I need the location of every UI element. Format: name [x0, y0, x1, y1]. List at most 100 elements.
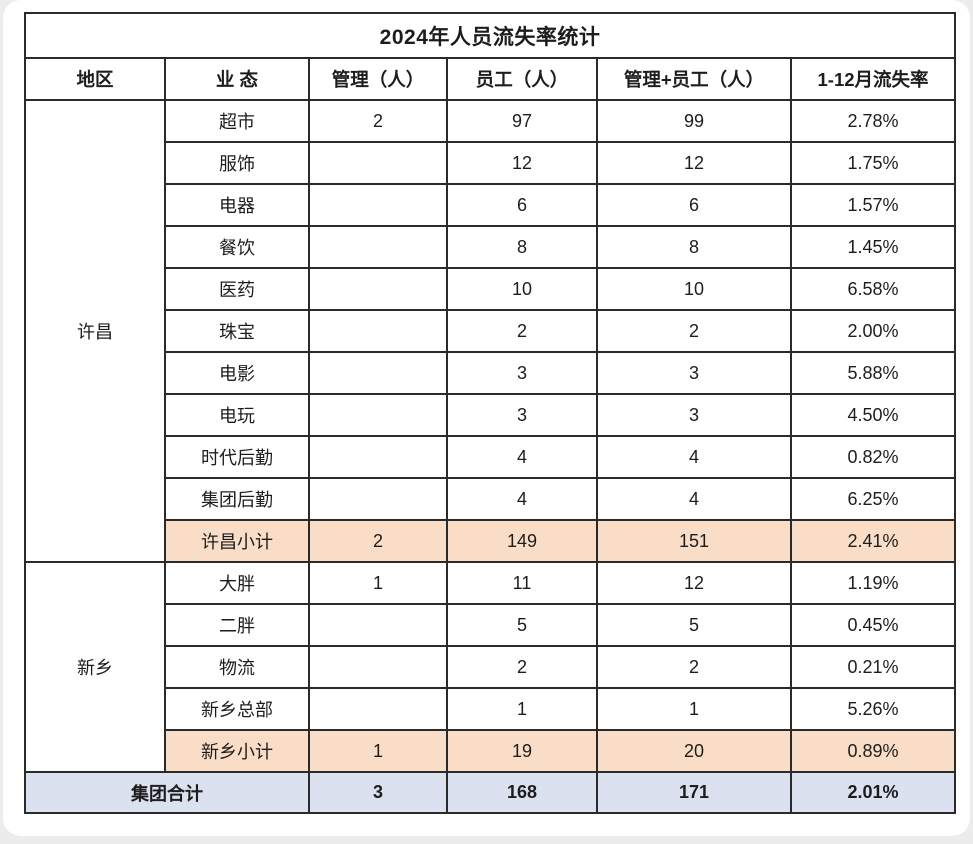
mgmt-count-cell [308, 183, 448, 227]
grand-total-total-count-cell: 171 [596, 771, 792, 814]
total-count-cell: 1 [596, 687, 792, 731]
total-count-cell: 10 [596, 267, 792, 311]
turnover-rate-cell: 2.78% [789, 99, 957, 143]
staff-count-cell: 2 [446, 645, 598, 689]
turnover-rate-cell: 2.00% [789, 309, 957, 353]
mgmt-count-cell [308, 435, 448, 479]
subtotal-staff-count-cell: 19 [446, 729, 598, 773]
subtotal-mgmt-count-cell: 2 [308, 519, 448, 563]
table-row: 医药 10 10 6.58% [25, 267, 957, 311]
staff-count-cell: 2 [446, 309, 598, 353]
mgmt-count-cell: 1 [308, 561, 448, 605]
turnover-stats-table: 2024年人员流失率统计 地区业 态管理（人） 员工（人） 管理+员工（人） 1-12… [23, 12, 957, 814]
column-header-4: 管理+员工（人） [596, 57, 792, 101]
subtotal-mgmt-count-cell: 1 [308, 729, 448, 773]
business-cell: 电影 [164, 351, 310, 395]
table-row: 电器 6 6 1.57% [25, 183, 957, 227]
mgmt-count-cell [308, 267, 448, 311]
total-count-cell: 12 [596, 561, 792, 605]
business-cell: 医药 [164, 267, 310, 311]
table-row: 珠宝 2 2 2.00% [25, 309, 957, 353]
subtotal-row: 新乡小计 1 19 20 0.89% [25, 729, 957, 773]
mgmt-count-cell [308, 645, 448, 689]
table-row: 电玩 3 3 4.50% [25, 393, 957, 437]
grand-total-staff-count-cell: 168 [446, 771, 598, 814]
staff-count-cell: 11 [446, 561, 598, 605]
total-count-cell: 6 [596, 183, 792, 227]
business-cell: 新乡总部 [164, 687, 310, 731]
staff-count-cell: 8 [446, 225, 598, 269]
turnover-rate-cell: 0.21% [789, 645, 957, 689]
subtotal-business-cell: 新乡小计 [164, 729, 310, 773]
staff-count-cell: 1 [446, 687, 598, 731]
turnover-rate-cell: 6.58% [789, 267, 957, 311]
business-cell: 二胖 [164, 603, 310, 647]
staff-count-cell: 3 [446, 393, 598, 437]
staff-count-cell: 97 [446, 99, 598, 143]
total-count-cell: 8 [596, 225, 792, 269]
mgmt-count-cell [308, 141, 448, 185]
table-row: 新乡总部 1 1 5.26% [25, 687, 957, 731]
grand-total-label: 集团合计 [24, 771, 310, 814]
business-cell: 大胖 [164, 561, 310, 605]
staff-count-cell: 10 [446, 267, 598, 311]
subtotal-total-count-cell: 20 [596, 729, 792, 773]
business-cell: 时代后勤 [164, 435, 310, 479]
mgmt-count-cell [308, 309, 448, 353]
business-cell: 集团后勤 [164, 477, 310, 521]
total-count-cell: 3 [596, 351, 792, 395]
mgmt-count-cell: 2 [308, 99, 448, 143]
column-header-row: 地区业 态管理（人） 员工（人） 管理+员工（人） 1-12月流失率 [24, 57, 957, 101]
total-count-cell: 2 [596, 309, 792, 353]
title-row: 2024年人员流失率统计 [23, 12, 957, 59]
turnover-rate-cell: 4.50% [789, 393, 957, 437]
business-cell: 电玩 [164, 393, 310, 437]
table-row: 二胖 5 5 0.45% [25, 603, 957, 647]
grand-total-mgmt-count-cell: 3 [308, 771, 448, 814]
table-row: 新乡 大胖 1 11 12 1.19% [24, 561, 957, 773]
turnover-rate-cell: 0.45% [789, 603, 957, 647]
business-cell: 超市 [164, 99, 310, 143]
subtotal-total-count-cell: 151 [596, 519, 792, 563]
business-cell: 珠宝 [164, 309, 310, 353]
table-title: 2024年人员流失率统计 [23, 12, 957, 59]
total-count-cell: 4 [596, 435, 792, 479]
subtotal-turnover-rate-cell: 0.89% [789, 729, 957, 773]
turnover-rate-cell: 1.45% [789, 225, 957, 269]
business-cell: 服饰 [164, 141, 310, 185]
mgmt-count-cell [308, 687, 448, 731]
column-header-5: 1-12月流失率 [789, 57, 957, 101]
business-cell: 物流 [164, 645, 310, 689]
turnover-rate-cell: 1.75% [789, 141, 957, 185]
turnover-rate-cell: 0.82% [789, 435, 957, 479]
business-cell: 餐饮 [164, 225, 310, 269]
total-count-cell: 4 [596, 477, 792, 521]
column-header-1: 业 态 [164, 57, 310, 101]
table-row: 电影 3 3 5.88% [25, 351, 957, 395]
table-row: 服饰 12 12 1.75% [25, 141, 957, 185]
table-row: 餐饮 8 8 1.45% [25, 225, 957, 269]
turnover-rate-cell: 1.57% [789, 183, 957, 227]
mgmt-count-cell [308, 603, 448, 647]
staff-count-cell: 6 [446, 183, 598, 227]
subtotal-business-cell: 许昌小计 [164, 519, 310, 563]
total-count-cell: 3 [596, 393, 792, 437]
turnover-rate-cell: 6.25% [789, 477, 957, 521]
table-row: 许昌 超市 2 97 99 2.78% [24, 99, 957, 563]
staff-count-cell: 3 [446, 351, 598, 395]
table-card: 2024年人员流失率统计 地区业 态管理（人） 员工（人） 管理+员工（人） 1-12… [3, 0, 970, 836]
table-row: 时代后勤 4 4 0.82% [25, 435, 957, 479]
business-cell: 电器 [164, 183, 310, 227]
column-header-0: 地区 [24, 57, 166, 101]
table-row: 集团后勤 4 4 6.25% [25, 477, 957, 521]
total-count-cell: 12 [596, 141, 792, 185]
total-count-cell: 99 [596, 99, 792, 143]
mgmt-count-cell [308, 351, 448, 395]
mgmt-count-cell [308, 393, 448, 437]
mgmt-count-cell [308, 477, 448, 521]
column-header-2: 管理（人） [308, 57, 448, 101]
region-cell: 许昌 [24, 99, 166, 563]
total-count-cell: 2 [596, 645, 792, 689]
subtotal-staff-count-cell: 149 [446, 519, 598, 563]
subtotal-row: 许昌小计 2 149 151 2.41% [25, 519, 957, 563]
